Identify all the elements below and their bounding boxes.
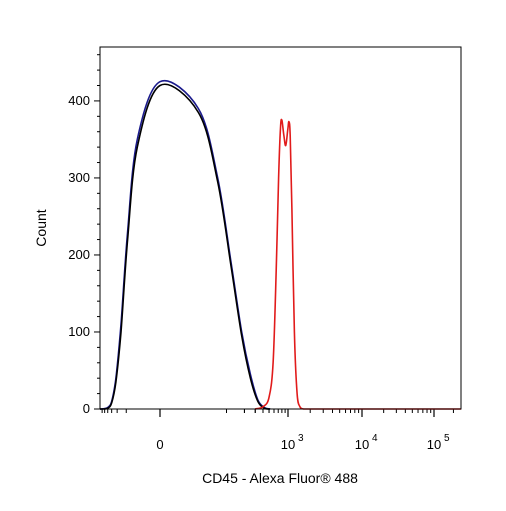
x-axis-title: CD45 - Alexa Fluor® 488 bbox=[202, 470, 358, 486]
series-layer bbox=[100, 79, 461, 410]
y-tick-label: 0 bbox=[83, 401, 90, 416]
histogram-series-3 bbox=[254, 118, 304, 410]
x-tick-label: 10 bbox=[427, 437, 441, 452]
x-tick-label: 10 bbox=[281, 437, 295, 452]
y-tick-label: 100 bbox=[68, 324, 90, 339]
y-axis-title: Count bbox=[33, 209, 49, 246]
x-tick-label: 0 bbox=[156, 437, 163, 452]
x-tick-label-exponent: 4 bbox=[372, 433, 378, 444]
y-tick-label: 300 bbox=[68, 170, 90, 185]
plot-frame bbox=[99, 46, 462, 410]
y-tick-label: 400 bbox=[68, 93, 90, 108]
histogram-series-2 bbox=[102, 83, 271, 410]
x-tick-label-exponent: 5 bbox=[444, 433, 450, 444]
x-tick-label: 10 bbox=[355, 437, 369, 452]
y-tick-label: 200 bbox=[68, 247, 90, 262]
x-tick-label-exponent: 3 bbox=[298, 433, 304, 444]
